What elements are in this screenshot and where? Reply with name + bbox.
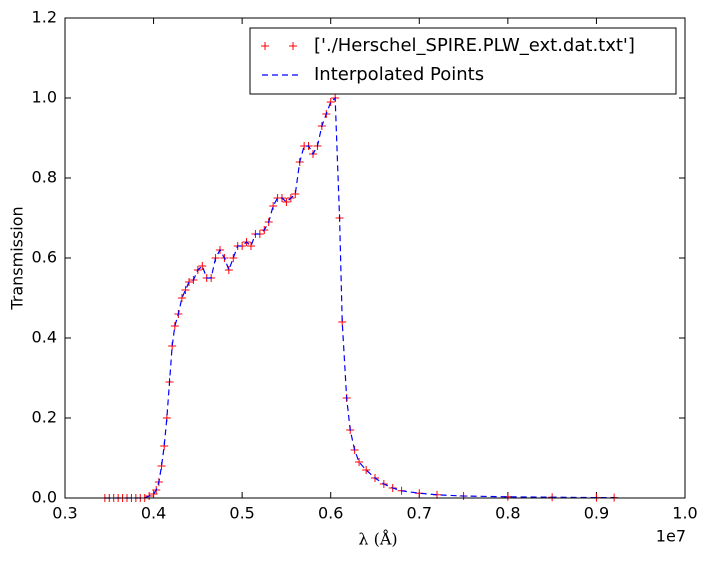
point (247, 242, 255, 250)
legend-box (249, 27, 677, 95)
x-tick-label: 0.3 (52, 504, 77, 523)
series-line (104, 96, 615, 499)
legend-marker (261, 42, 269, 50)
y-axis-label: Transmission (8, 206, 27, 310)
point (355, 458, 364, 466)
x-tick-label: 0.6 (318, 504, 343, 523)
y-tick-label: 0.2 (32, 408, 57, 427)
x-tick-label: 0.5 (229, 504, 254, 523)
point (229, 254, 238, 262)
y-tick-label: 0.4 (32, 328, 57, 347)
x-tick-label: 1.0 (672, 504, 697, 523)
x-axis-label: λ (Å) (358, 529, 397, 549)
point (326, 98, 335, 106)
x-offset-label: 1e7 (656, 527, 686, 546)
point (282, 198, 291, 206)
x-tick-label: 0.8 (495, 504, 520, 523)
legend-marker (289, 42, 297, 50)
point (269, 202, 278, 210)
y-tick-label: 0.8 (32, 168, 57, 187)
point (170, 322, 179, 330)
point (224, 266, 233, 274)
legend-label: Interpolated Points (314, 64, 484, 85)
x-tick-label: 0.4 (141, 504, 166, 523)
legend-label: ['./Herschel_SPIRE.PLW_ext.dat.txt'] (314, 35, 635, 56)
x-tick-label: 0.7 (407, 504, 432, 523)
y-tick-label: 0.6 (32, 248, 57, 267)
y-tick-label: 0.0 (32, 488, 57, 507)
point (185, 278, 193, 286)
y-tick-label: 1.2 (32, 8, 57, 27)
x-tick-label: 0.9 (584, 504, 609, 523)
plot-frame (64, 17, 686, 499)
point (181, 286, 190, 294)
point (198, 262, 207, 270)
point (362, 466, 371, 474)
y-tick-label: 1.0 (32, 88, 57, 107)
